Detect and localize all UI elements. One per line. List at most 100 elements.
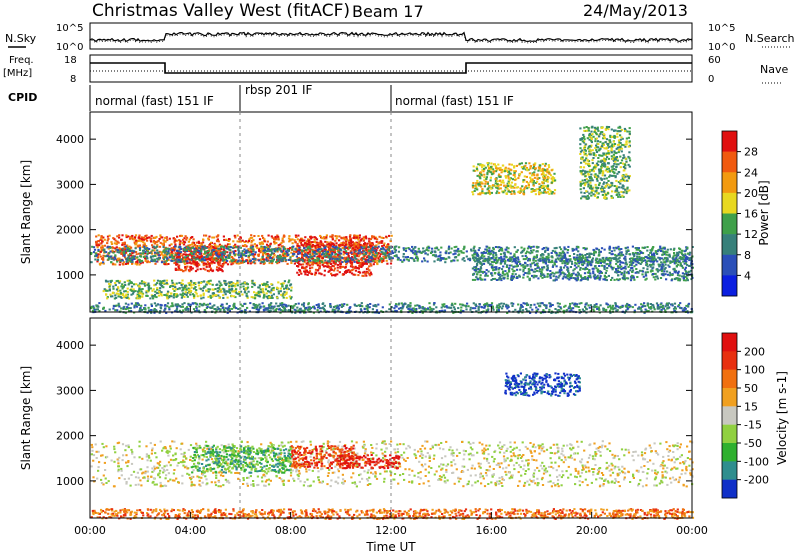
x-tick-label: 16:00 xyxy=(475,524,507,537)
power-ytick-label: 1000 xyxy=(56,269,84,282)
velocity-ytick-label: 3000 xyxy=(56,384,84,397)
nsky-label: N.Sky xyxy=(5,32,37,45)
power-colorbar-swatch xyxy=(722,151,737,173)
power-colorbar-swatch xyxy=(722,172,737,194)
power-colorbar-ticks: 4 8 12 16 20 24 28 xyxy=(737,146,758,282)
velocity-colorbar-tick-label: 50 xyxy=(744,382,758,395)
freq-frame xyxy=(89,54,693,83)
velocity-colorbar: 200 100 50 15 -15 -50 -100 -200 Velocity [m s-1… xyxy=(721,332,789,499)
nsky-trace xyxy=(89,31,693,43)
velocity-colorbar-tick-label: 15 xyxy=(744,400,758,413)
nsky-tick-top: 10^5 xyxy=(56,23,83,34)
velocity-colorbar-swatch xyxy=(722,424,737,444)
nsky-frame xyxy=(89,22,693,50)
freq-tick-top: 18 xyxy=(64,55,77,66)
date-label: 24/May/2013 xyxy=(583,1,688,20)
nsearch-trace xyxy=(89,33,693,44)
power-colorbar-tick-label: 4 xyxy=(744,269,751,282)
nsky-tick-bottom-right: 10^0 xyxy=(708,42,735,53)
power-data-layer xyxy=(90,125,694,314)
x-tick-label: 00:00 xyxy=(74,524,106,537)
x-tick-label: 20:00 xyxy=(576,524,608,537)
velocity-y-ticks: 1000 2000 3000 4000 xyxy=(56,339,692,488)
velocity-colorbar-swatch xyxy=(722,388,737,407)
freq-panel: Freq. [MHz] 18 8 60 0 Nave xyxy=(3,54,788,85)
velocity-colorbar-swatch xyxy=(722,461,737,480)
power-colorbar: 4 8 12 16 20 24 28 Power [dB] xyxy=(721,130,771,297)
power-colorbar-swatch xyxy=(722,275,737,297)
x-tick-label: 12:00 xyxy=(375,524,407,537)
power-colorbar-tick-label: 12 xyxy=(744,228,758,241)
velocity-panel: 1000 2000 3000 4000 00:00 04:00 08:00 12:00 16:… xyxy=(19,306,708,554)
x-tick-label: 04:00 xyxy=(174,524,206,537)
power-colorbar-tick-label: 16 xyxy=(744,208,758,221)
velocity-colorbar-frame xyxy=(721,332,738,499)
velocity-colorbar-tick-label: -200 xyxy=(744,474,769,487)
power-colorbar-swatches xyxy=(722,131,737,297)
freq-label-line2: [MHz] xyxy=(3,68,32,79)
power-colorbar-swatch xyxy=(722,131,737,152)
power-colorbar-tick-label: 20 xyxy=(744,187,758,200)
velocity-ytick-label: 4000 xyxy=(56,339,84,352)
power-colorbar-tick-label: 24 xyxy=(744,166,758,179)
cpid-label: CPID xyxy=(8,91,37,104)
nsky-tick-top-right: 10^5 xyxy=(708,23,735,34)
velocity-region-3 xyxy=(341,454,401,470)
velocity-colorbar-swatch xyxy=(722,333,737,352)
velocity-colorbar-label: Velocity [m s-1] xyxy=(775,371,789,465)
beam-label: Beam 17 xyxy=(352,2,424,21)
freq-tick-bottom: 8 xyxy=(70,74,76,85)
power-ytick-label: 3000 xyxy=(56,178,84,191)
x-axis-label: Time UT xyxy=(365,540,416,554)
velocity-x-ticks: 00:00 04:00 08:00 12:00 16:00 20:00 00:00 xyxy=(74,306,708,537)
nsky-panel: N.Sky 10^5 10^0 10^5 10^0 N.Search xyxy=(5,22,795,53)
velocity-region-1 xyxy=(190,444,293,474)
cpid-segment-3: normal (fast) 151 IF xyxy=(395,94,514,108)
velocity-colorbar-swatch xyxy=(722,443,737,462)
x-tick-label: 08:00 xyxy=(275,524,307,537)
velocity-y-axis-label: Slant Range [km] xyxy=(19,366,33,470)
velocity-colorbar-tick-label: -50 xyxy=(744,437,762,450)
nsearch-label: N.Search xyxy=(745,32,795,45)
power-panel: 1000 2000 3000 4000 Slant Range [km] xyxy=(19,111,694,314)
velocity-colorbar-tick-label: -15 xyxy=(744,419,762,432)
power-y-ticks: 1000 2000 3000 4000 xyxy=(56,133,692,282)
nave-tick-bottom: 0 xyxy=(708,74,714,85)
power-ytick-label: 4000 xyxy=(56,133,84,146)
power-colorbar-swatch xyxy=(722,192,737,214)
freq-trace xyxy=(90,62,692,74)
power-ytick-label: 2000 xyxy=(56,224,84,237)
power-region-7 xyxy=(102,279,293,300)
velocity-ytick-label: 2000 xyxy=(56,430,84,443)
nave-label: Nave xyxy=(760,63,788,76)
velocity-colorbar-swatch xyxy=(722,406,737,425)
velocity-colorbar-swatch xyxy=(722,351,737,370)
power-colorbar-label: Power [dB] xyxy=(757,180,771,245)
power-region-5 xyxy=(471,162,557,196)
velocity-colorbar-swatches xyxy=(722,333,737,499)
velocity-colorbar-swatch xyxy=(722,479,737,499)
power-y-axis-label: Slant Range [km] xyxy=(19,160,33,264)
nave-tick-top: 60 xyxy=(708,55,721,66)
power-colorbar-swatch xyxy=(722,254,737,276)
velocity-colorbar-tick-label: 100 xyxy=(744,364,765,377)
velocity-data-layer xyxy=(90,372,695,520)
power-region-6 xyxy=(579,125,632,200)
power-colorbar-swatch xyxy=(722,234,737,256)
x-tick-label: 00:00 xyxy=(676,524,708,537)
cpid-segment-2: rbsp 201 IF xyxy=(245,83,312,97)
power-colorbar-tick-label: 8 xyxy=(744,249,751,262)
velocity-colorbar-tick-label: 200 xyxy=(744,345,765,358)
freq-label-line1: Freq. xyxy=(9,55,34,66)
power-region-4 xyxy=(471,256,694,282)
cpid-bar: CPID normal (fast) 151 IF rbsp 201 IF no… xyxy=(8,83,514,111)
power-colorbar-tick-label: 28 xyxy=(744,146,758,159)
velocity-ytick-label: 1000 xyxy=(56,475,84,488)
station-title: Christmas Valley West (fitACF) xyxy=(92,1,350,21)
power-colorbar-swatch xyxy=(722,213,737,235)
velocity-colorbar-tick-label: -100 xyxy=(744,455,769,468)
velocity-colorbar-swatch xyxy=(722,369,737,389)
velocity-colorbar-ticks: 200 100 50 15 -15 -50 -100 -200 xyxy=(737,345,769,487)
